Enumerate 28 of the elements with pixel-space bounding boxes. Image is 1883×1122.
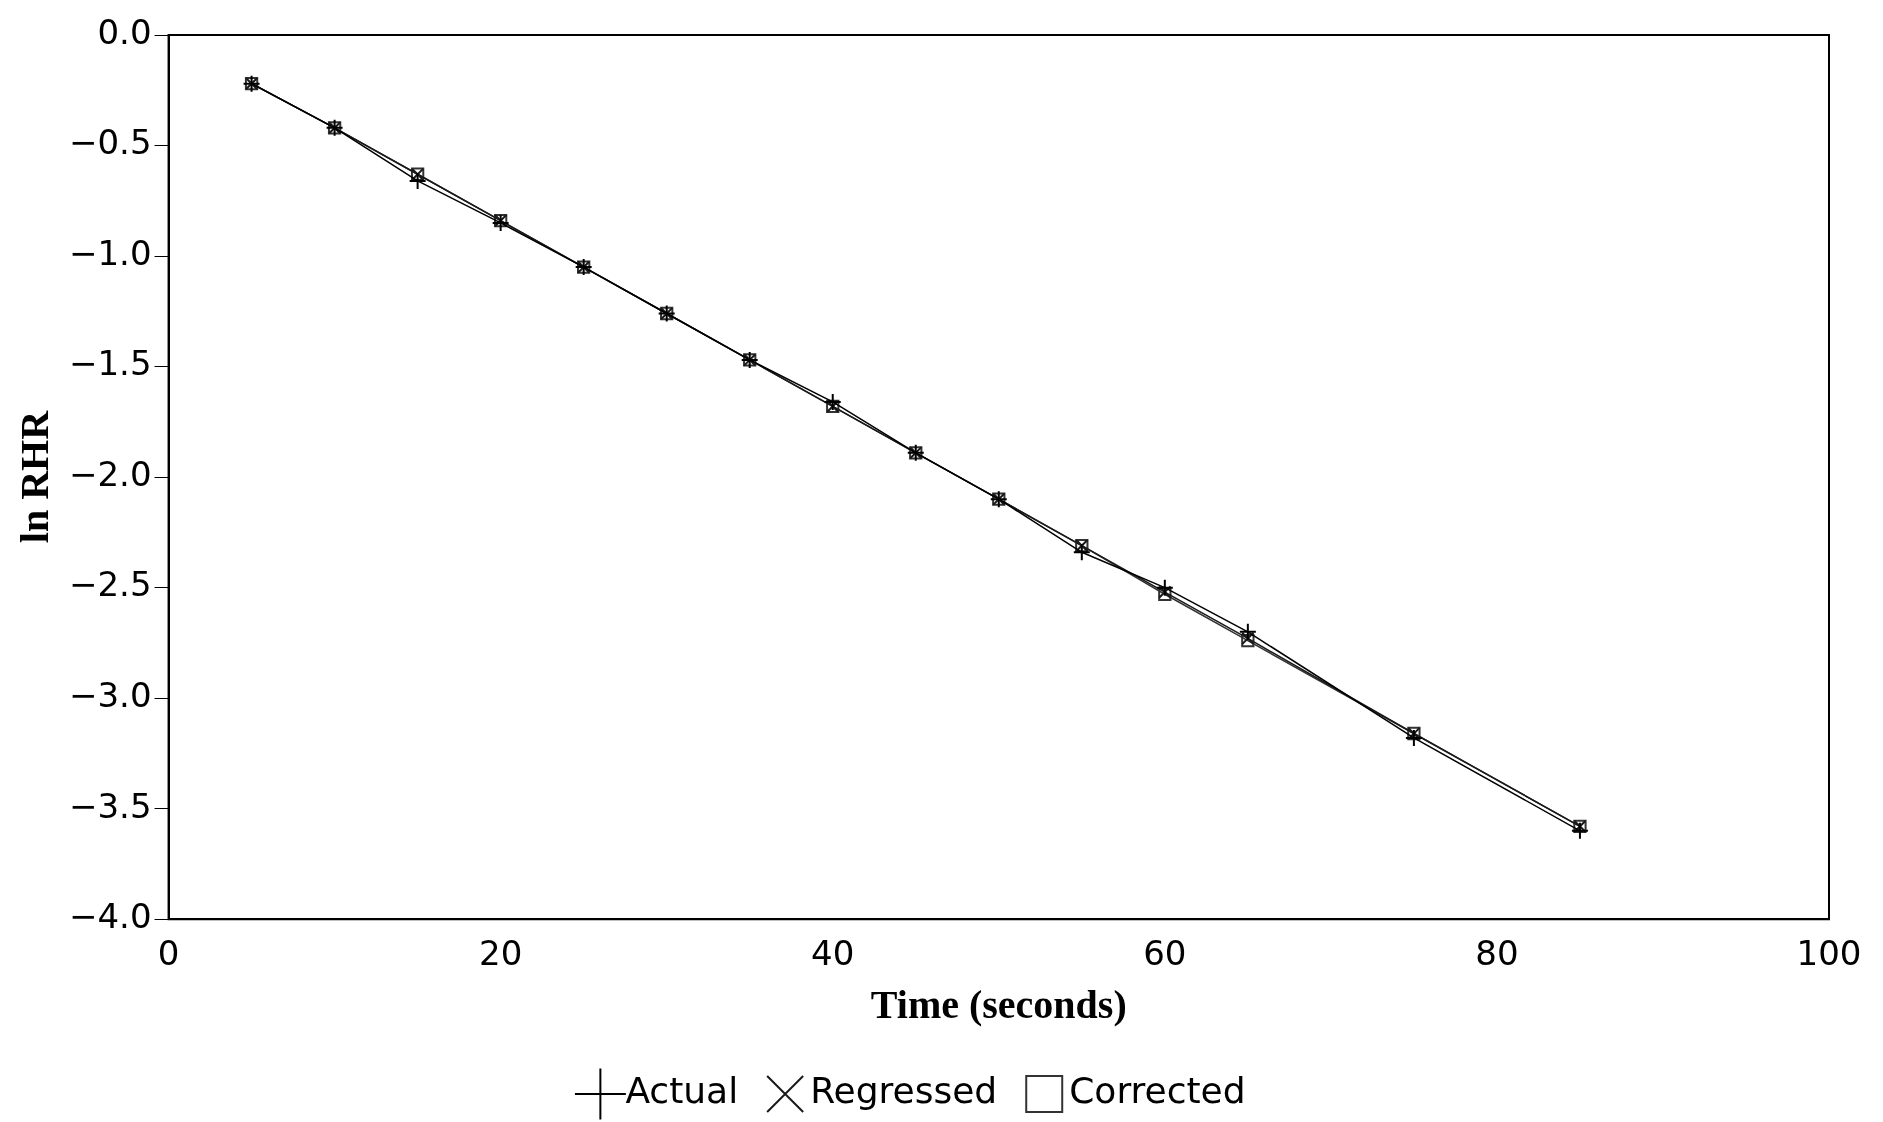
y-tick-label: −3.0 [69, 674, 152, 715]
point [1404, 728, 1423, 747]
y-tick-label: 0.0 [97, 11, 152, 52]
point [823, 392, 842, 411]
y-tick-label: −0.5 [69, 122, 152, 163]
point [1570, 821, 1589, 840]
legend-label: Regressed [810, 1070, 998, 1112]
x-tick-label: 0 [157, 933, 180, 974]
point [1238, 622, 1257, 641]
y-tick-label: −2.5 [69, 564, 152, 605]
x-tick-label: 100 [1796, 933, 1862, 974]
y-tick-label: −3.5 [69, 785, 152, 826]
y-axis-title: ln RHR [12, 409, 58, 544]
y-tick-label: −1.0 [69, 232, 152, 273]
point [1155, 578, 1174, 597]
x-axis-title: Time (seconds) [870, 982, 1127, 1028]
x-tick-label: 40 [811, 933, 855, 974]
x-tick-label: 80 [1475, 933, 1519, 974]
point [491, 213, 510, 232]
legend-label: Corrected [1069, 1070, 1246, 1112]
x-tick-label: 60 [1143, 933, 1187, 974]
legend-label: Actual [625, 1070, 739, 1112]
point [408, 171, 427, 190]
y-tick-label: −1.5 [69, 343, 152, 384]
y-tick-label: −2.0 [69, 453, 152, 494]
x-tick-label: 20 [479, 933, 523, 974]
point [1072, 543, 1091, 562]
y-tick-label: −4.0 [69, 896, 152, 937]
